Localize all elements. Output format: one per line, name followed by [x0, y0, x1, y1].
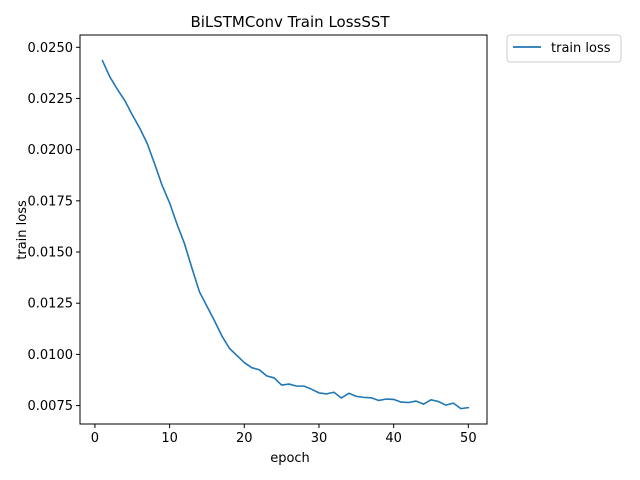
- y-tick-label: 0.0150: [28, 246, 74, 261]
- legend: train loss: [506, 34, 622, 63]
- x-tick-label: 0: [91, 431, 99, 446]
- x-tick-label: 10: [161, 431, 178, 446]
- y-tick-label: 0.0125: [28, 297, 74, 312]
- plot-frame: [79, 34, 488, 425]
- x-tick-label: 40: [385, 431, 402, 446]
- y-tick-label: 0.0100: [28, 348, 74, 363]
- series-line-train-loss: [101, 59, 470, 410]
- y-axis-label: train loss: [15, 200, 30, 260]
- y-tick-label: 0.0225: [28, 92, 74, 107]
- legend-box: [506, 34, 622, 63]
- y-tick-label: 0.0250: [28, 41, 74, 56]
- x-tick-label: 20: [236, 431, 253, 446]
- plot-area: [101, 59, 470, 410]
- x-tick-label: 30: [311, 431, 328, 446]
- y-tick-label: 0.0175: [28, 194, 74, 209]
- legend-label-train-loss: train loss: [551, 41, 611, 56]
- y-tick-label: 0.0075: [28, 399, 74, 414]
- y-tick-label: 0.0200: [28, 143, 74, 158]
- x-tick-label: 50: [460, 431, 477, 446]
- chart-title: BiLSTMConv Train LossSST: [190, 13, 390, 31]
- x-axis-label: epoch: [270, 451, 310, 466]
